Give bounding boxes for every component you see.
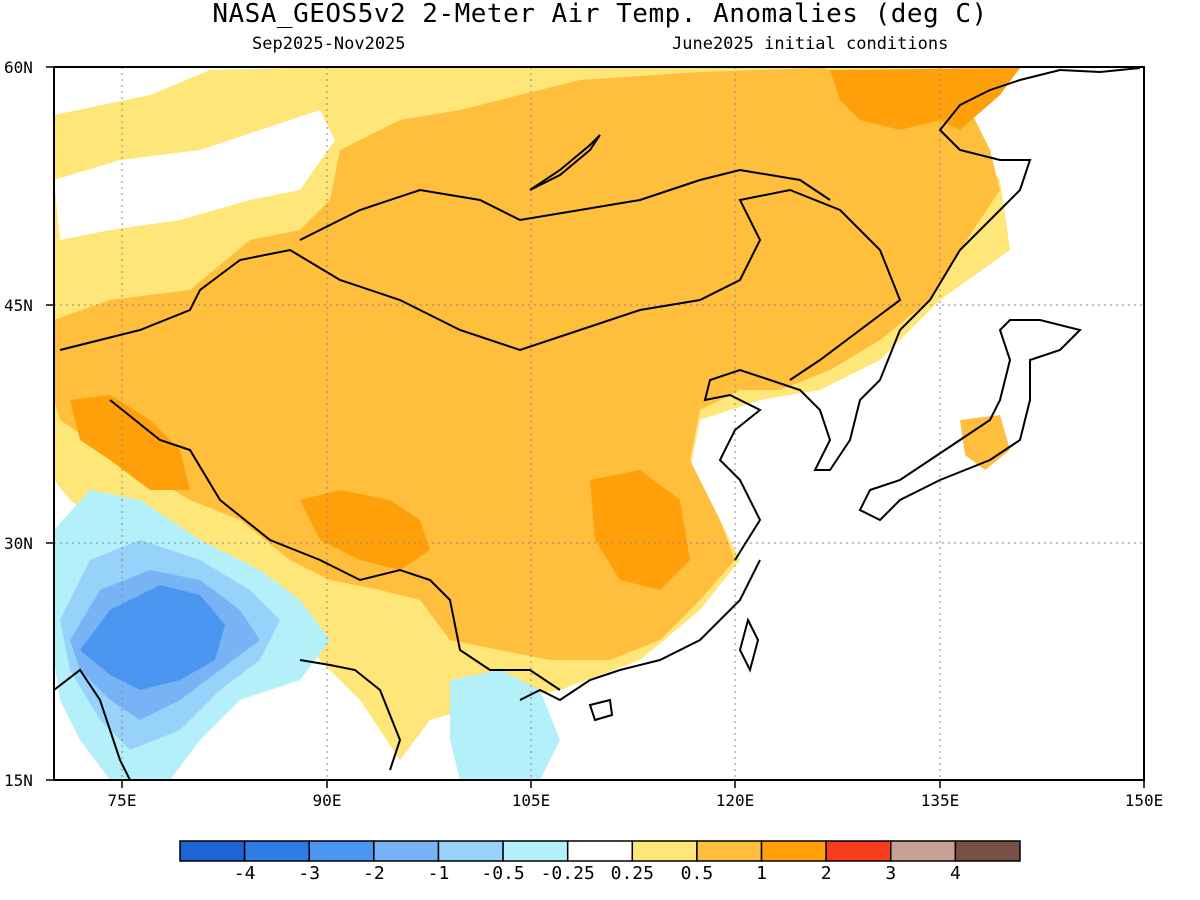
colorbar-label: 0.25: [610, 863, 654, 884]
colorbar-swatch: [954, 840, 1021, 862]
border-mongolia: [299, 168, 831, 241]
colorbar-swatch: [308, 840, 375, 862]
lon-label-135e: 135E: [920, 791, 960, 810]
colorbar-swatch: [502, 840, 569, 862]
colorbar-swatch: [631, 840, 698, 862]
anomaly-region-neutral-west: [54, 110, 335, 240]
initial-conditions-label: June2025 initial conditions: [672, 34, 949, 54]
anomaly-region-neg-2: [80, 585, 225, 690]
colorbar-swatch: [373, 840, 440, 862]
coastline-hainan: [588, 698, 614, 722]
map-frame: [53, 66, 1145, 781]
colorbar-swatch: [696, 840, 763, 862]
graticule: [54, 67, 1144, 780]
colorbar-label: -4: [233, 863, 256, 884]
colorbar-label: -3: [298, 863, 321, 884]
colorbar-label: -1: [427, 863, 450, 884]
axis-ticks: [46, 66, 1145, 788]
lat-label-15n: 15N: [4, 771, 33, 790]
colorbar-label: 3: [885, 863, 897, 884]
anomaly-fill-layer: [54, 67, 1144, 780]
colorbar-swatch: [243, 840, 310, 862]
colorbar-swatch: [890, 840, 957, 862]
coastline-india: [53, 659, 402, 781]
coastline-japan: [858, 319, 1082, 522]
season-label: Sep2025-Nov2025: [252, 34, 406, 54]
colorbar-label: -2: [363, 863, 385, 884]
anomaly-region-1-tibet: [300, 490, 430, 570]
colorbar-label: 2: [820, 863, 832, 884]
lat-label-60n: 60N: [4, 58, 33, 77]
colorbar-swatch: [760, 840, 827, 862]
lon-label-150e: 150E: [1124, 791, 1164, 810]
lon-label-90e: 90E: [312, 791, 342, 810]
colorbar-label: -0.25: [540, 863, 595, 884]
lon-label-105e: 105E: [511, 791, 551, 810]
lat-label-45n: 45N: [4, 296, 33, 315]
colorbar-label: 1: [756, 863, 767, 884]
colorbar-label: 0.5: [680, 863, 714, 884]
anomaly-region-1-japan: [960, 415, 1010, 470]
colorbar-label: -0.5: [481, 863, 525, 884]
coastline-taiwan: [738, 617, 760, 673]
anomaly-region-1-northeast: [830, 68, 1020, 130]
colorbar-swatch: [566, 840, 634, 862]
map-title: NASA_GEOS5v2 2-Meter Air Temp. Anomalies…: [212, 0, 988, 29]
anomaly-region-0.5: [54, 68, 1000, 660]
anomaly-region-1-south-china: [590, 470, 690, 590]
anomaly-region-neg-indochina: [450, 670, 560, 780]
colorbar-swatch: [437, 840, 504, 862]
colorbar-swatch: [179, 840, 246, 862]
lake-baikal: [529, 134, 601, 191]
lat-label-30n: 30N: [4, 534, 33, 553]
border-china: [59, 188, 902, 691]
lon-label-120e: 120E: [715, 791, 755, 810]
coastlines-borders: [53, 67, 1141, 781]
anomaly-region-1-karakoram: [70, 395, 190, 490]
colorbar-label: 4: [949, 863, 961, 884]
colorbar-swatches: [179, 840, 1021, 862]
coastline-east-asia: [519, 67, 1141, 702]
lon-label-75e: 75E: [107, 791, 137, 810]
colorbar-swatch: [825, 840, 892, 862]
